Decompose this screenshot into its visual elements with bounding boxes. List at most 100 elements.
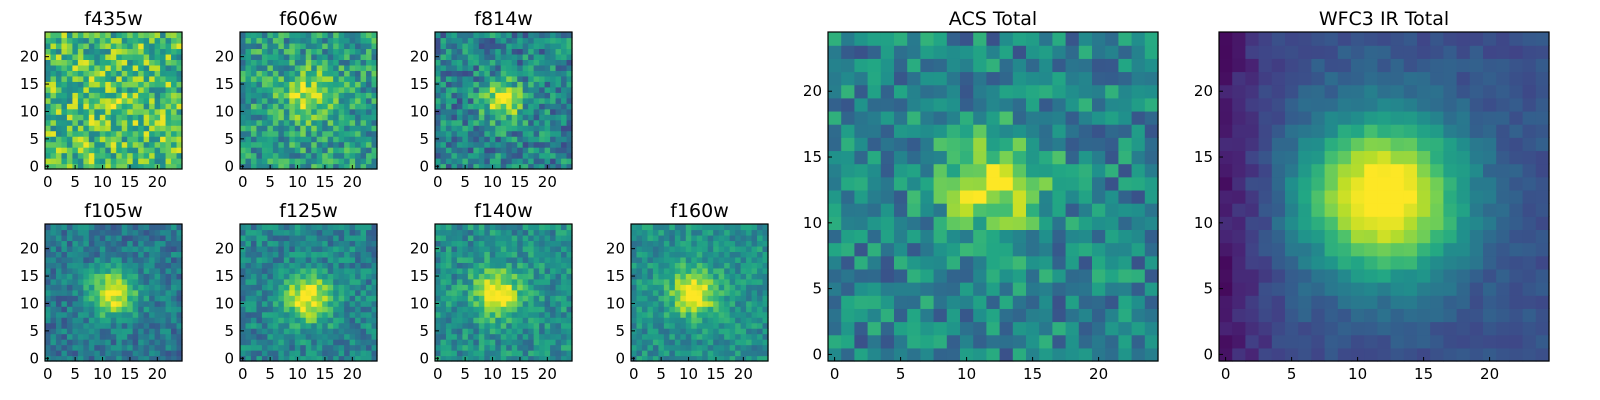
heatmap-cell: [907, 308, 921, 323]
heatmap-cell: [338, 317, 345, 324]
heatmap-cell: [267, 245, 274, 252]
heatmap-cell: [165, 158, 172, 165]
heatmap-cell: [344, 81, 351, 88]
heatmap-cell: [127, 158, 134, 165]
heatmap-cell: [349, 147, 356, 154]
heatmap-cell: [435, 158, 442, 165]
heatmap-cell: [294, 103, 301, 110]
heatmap-cell: [631, 317, 638, 324]
heatmap-cell: [77, 317, 84, 324]
heatmap-cell: [707, 311, 714, 318]
heatmap-cell: [176, 350, 183, 357]
heatmap-cell: [77, 114, 84, 121]
heatmap-cell: [176, 147, 183, 154]
heatmap-cell: [489, 224, 496, 231]
heatmap-cell: [933, 163, 948, 178]
heatmap-cell: [440, 229, 447, 236]
heatmap-cell: [61, 333, 68, 340]
heatmap-cell: [462, 103, 469, 110]
heatmap-cell: [1052, 137, 1067, 152]
heatmap-cell: [88, 158, 95, 165]
heatmap-cell: [110, 86, 117, 93]
heatmap-cell: [462, 42, 469, 50]
heatmap-cell: [88, 147, 95, 154]
heatmap-cell: [278, 86, 285, 93]
heatmap-cell: [478, 81, 485, 88]
heatmap-cell: [371, 355, 378, 362]
heatmap-cell: [1092, 203, 1106, 217]
heatmap-cell: [61, 278, 68, 285]
heatmap-cell: [160, 295, 167, 302]
heatmap-cell: [718, 311, 725, 318]
heatmap-cell: [663, 267, 670, 274]
heatmap-cell: [116, 32, 123, 39]
heatmap-cell: [333, 273, 340, 280]
heatmap-cell: [561, 289, 568, 296]
heatmap-cell: [435, 114, 442, 121]
heatmap-cell: [61, 322, 68, 329]
heatmap-cell: [828, 189, 842, 204]
heatmap-cell: [305, 75, 312, 82]
heatmap-cell: [66, 350, 73, 357]
heatmap-cell: [50, 130, 57, 137]
heatmap-cell: [467, 119, 474, 126]
heatmap-cell: [451, 344, 458, 351]
heatmap-cell: [533, 97, 540, 104]
heatmap-cell: [105, 53, 112, 60]
heatmap-cell: [713, 344, 720, 351]
heatmap-cell: [83, 163, 90, 170]
heatmap-cell: [445, 119, 453, 126]
heatmap-cell: [344, 245, 351, 252]
heatmap-cell: [316, 317, 323, 324]
heatmap-cell: [445, 152, 453, 159]
heatmap-cell: [278, 355, 285, 362]
heatmap-cell: [669, 317, 676, 324]
heatmap-cell: [245, 333, 252, 340]
heatmap-cell: [355, 240, 362, 247]
heatmap-cell: [72, 295, 79, 302]
heatmap-cell: [160, 141, 167, 148]
heatmap-cell: [261, 130, 268, 137]
heatmap-cell: [88, 86, 95, 93]
heatmap-cell: [149, 306, 156, 313]
heatmap-cell: [506, 92, 513, 99]
heatmap-cell: [652, 289, 659, 296]
heatmap-cell: [300, 317, 307, 324]
heatmap-cell: [920, 110, 935, 125]
heatmap-cell: [669, 339, 676, 346]
heatmap-cell: [143, 32, 150, 39]
heatmap-cell: [311, 119, 318, 126]
heatmap-cell: [316, 37, 323, 44]
heatmap-cell: [366, 240, 373, 247]
heatmap-cell: [121, 333, 128, 340]
heatmap-cell: [316, 240, 323, 247]
y-tick-label: 20: [215, 48, 234, 66]
heatmap-cell: [132, 48, 139, 55]
heatmap-cell: [1078, 295, 1093, 309]
heatmap-cell: [478, 300, 485, 307]
heatmap-cell: [55, 344, 63, 351]
heatmap-cell: [272, 136, 279, 143]
heatmap-cell: [261, 119, 268, 126]
heatmap-cell: [828, 150, 842, 165]
heatmap-cell: [1078, 163, 1093, 178]
heatmap-cell: [445, 289, 453, 296]
heatmap-cell: [127, 130, 134, 137]
heatmap-cell: [77, 355, 84, 362]
heatmap-cell: [45, 64, 52, 71]
heatmap-cell: [713, 229, 720, 236]
heatmap-cell: [327, 273, 334, 280]
heatmap-cell: [669, 229, 676, 236]
heatmap-cell: [138, 278, 145, 285]
heatmap-cell: [1131, 163, 1146, 178]
heatmap-cell: [240, 70, 247, 77]
heatmap-cell: [143, 262, 150, 269]
heatmap-cell: [77, 256, 84, 263]
heatmap-cell: [327, 256, 334, 263]
heatmap-cell: [555, 136, 562, 143]
heatmap-cell: [240, 240, 247, 247]
heatmap-cell: [333, 311, 340, 318]
heatmap-cell: [88, 70, 95, 77]
heatmap-cell: [828, 137, 842, 152]
heatmap-cell: [489, 262, 496, 269]
